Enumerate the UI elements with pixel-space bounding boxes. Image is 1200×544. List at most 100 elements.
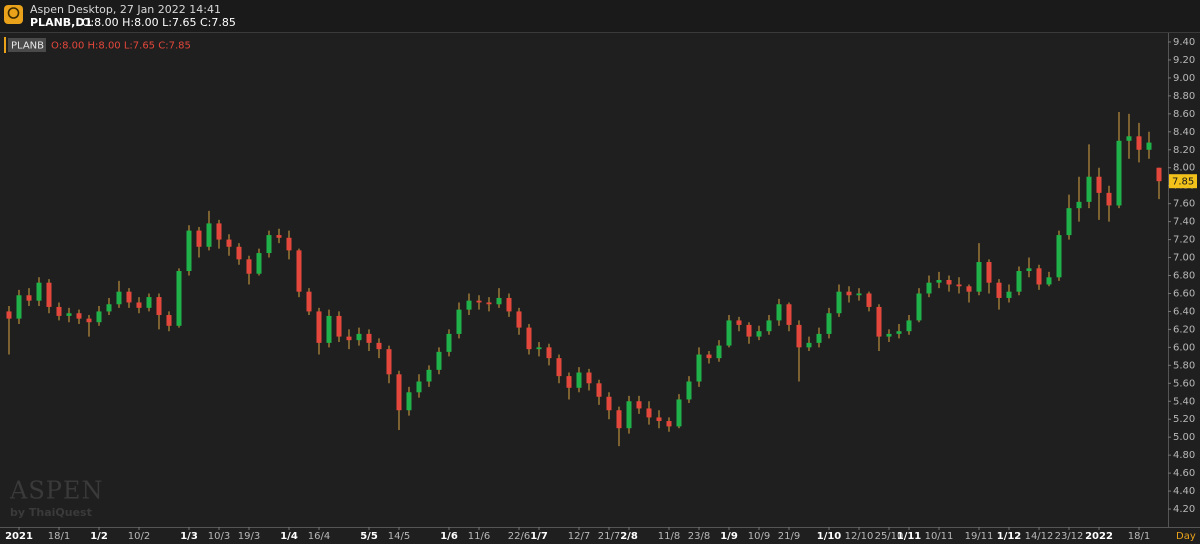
candle-body	[416, 381, 422, 393]
y-tick-label: 5.80	[1173, 360, 1195, 371]
x-tick-label: 1/10	[817, 531, 842, 542]
logo-glyph	[7, 7, 20, 19]
candle-body	[866, 293, 872, 307]
candle-body	[396, 374, 402, 411]
candle-body	[406, 392, 412, 411]
x-tick-label: 2021	[5, 531, 33, 542]
y-tick-label: 4.40	[1173, 486, 1195, 497]
x-tick-label: 10/2	[128, 531, 150, 542]
candle-body	[1026, 268, 1032, 272]
candle-body	[496, 297, 502, 305]
x-tick-label: 18/1	[1128, 531, 1150, 542]
candle-body	[76, 313, 82, 319]
x-tick-label: 12/7	[568, 531, 590, 542]
y-tick-label: 9.00	[1173, 73, 1195, 84]
x-tick-label: 1/9	[720, 531, 738, 542]
candle-body	[136, 302, 142, 308]
candle-body	[686, 381, 692, 400]
x-tick-label: 10/3	[208, 531, 230, 542]
candle-body	[976, 262, 982, 292]
candle-body	[816, 333, 822, 343]
candle-body	[236, 246, 242, 260]
header-bar	[0, 0, 1200, 32]
candle-body	[936, 280, 942, 283]
legend-symbol-box[interactable]	[8, 38, 46, 52]
last-price-label: 7.85	[1172, 177, 1194, 188]
candle-body	[156, 297, 162, 316]
x-tick-label: 23/12	[1055, 531, 1084, 542]
candle-body	[296, 250, 302, 292]
y-tick-label: 4.60	[1173, 468, 1195, 479]
candle-body	[476, 300, 482, 303]
y-tick-label: 5.20	[1173, 414, 1195, 425]
candle-body	[116, 291, 122, 305]
candle-body	[776, 304, 782, 321]
candle-body	[876, 306, 882, 337]
candle-body	[756, 331, 762, 337]
candle-body	[656, 417, 662, 422]
candle-body	[746, 324, 752, 337]
header-ohlc: O:8.00 H:8.00 L:7.65 C:7.85	[82, 16, 236, 29]
candle-body	[796, 324, 802, 348]
y-tick-label: 8.60	[1173, 109, 1195, 120]
candle-body	[486, 302, 492, 305]
watermark-sub: by ThaiQuest	[10, 506, 92, 519]
candle-body	[896, 331, 902, 334]
candle-body	[336, 315, 342, 337]
candle-body	[576, 372, 582, 388]
time-unit[interactable]: Day	[1176, 531, 1196, 542]
candle-body	[586, 372, 592, 384]
y-tick-label: 8.00	[1173, 163, 1195, 174]
candle-body	[46, 282, 52, 307]
y-tick-label: 6.80	[1173, 271, 1195, 282]
candle-body	[246, 259, 252, 274]
candle-body	[176, 271, 182, 326]
x-tick-label: 19/3	[238, 531, 260, 542]
candle-body	[696, 354, 702, 382]
candle-body	[386, 349, 392, 375]
candle-body	[6, 311, 12, 319]
candle-body	[1106, 192, 1112, 206]
candle-body	[506, 297, 512, 312]
candle-body	[946, 280, 952, 285]
legend-symbol: PLANB	[11, 41, 44, 52]
y-tick-label: 6.20	[1173, 324, 1195, 335]
candle-body	[726, 320, 732, 346]
candle-body	[886, 333, 892, 337]
candle-body	[1006, 291, 1012, 298]
candle-body	[1116, 140, 1122, 206]
y-tick-label: 7.20	[1173, 235, 1195, 246]
x-tick-label: 1/6	[440, 531, 458, 542]
candle-body	[706, 354, 712, 359]
candle-body	[1086, 176, 1092, 202]
candle-body	[1156, 167, 1162, 182]
candle-body	[436, 351, 442, 370]
x-tick-label: 2022	[1085, 531, 1113, 542]
x-tick-label: 14/12	[1025, 531, 1054, 542]
candle-body	[836, 291, 842, 314]
x-tick-label: 1/12	[997, 531, 1022, 542]
candle-body	[1046, 277, 1052, 285]
x-tick-label: 1/2	[90, 531, 108, 542]
candle-body	[426, 369, 432, 382]
candle-body	[1016, 271, 1022, 292]
candle-body	[856, 293, 862, 296]
candle-body	[566, 376, 572, 388]
legend-ohlc: O:8.00 H:8.00 L:7.65 C:7.85	[51, 41, 191, 52]
x-tick-label: 21/7	[598, 531, 620, 542]
candle-body	[1066, 208, 1072, 236]
x-tick-label: 1/4	[280, 531, 298, 542]
x-tick-label: 2/8	[620, 531, 638, 542]
y-tick-label: 7.40	[1173, 217, 1195, 228]
candle-body	[196, 230, 202, 247]
candle-body	[666, 421, 672, 427]
candle-body	[676, 399, 682, 427]
candle-body	[1056, 235, 1062, 278]
x-tick-label: 1/3	[180, 531, 198, 542]
y-tick-label: 6.00	[1173, 342, 1195, 353]
candle-body	[146, 297, 152, 308]
candle-body	[736, 320, 742, 325]
candle-body	[276, 235, 282, 238]
